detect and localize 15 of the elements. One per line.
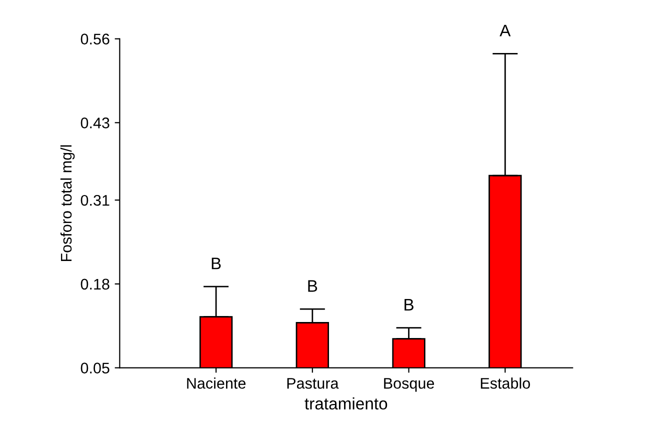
y-tick-label: 0.05	[80, 362, 110, 374]
y-tick-label: 0.18	[80, 278, 110, 290]
x-axis-title: tratamiento	[304, 397, 388, 410]
y-tick-label: 0.31	[80, 194, 110, 206]
x-tick-label: Pastura	[287, 378, 339, 389]
y-tick-label: 0.43	[80, 118, 110, 128]
x-tick-label: Bosque	[384, 378, 434, 392]
y-axis-title: Fosforo total mg/l	[60, 145, 75, 262]
annotation: B	[212, 258, 221, 270]
annotation: B	[308, 280, 318, 292]
x-tick-label: Naciente	[187, 378, 246, 389]
y-tick-label: 0.56	[80, 34, 110, 44]
annotation: A	[500, 24, 511, 36]
annotation: B	[404, 298, 414, 310]
x-tick-label: Establo	[480, 378, 530, 389]
